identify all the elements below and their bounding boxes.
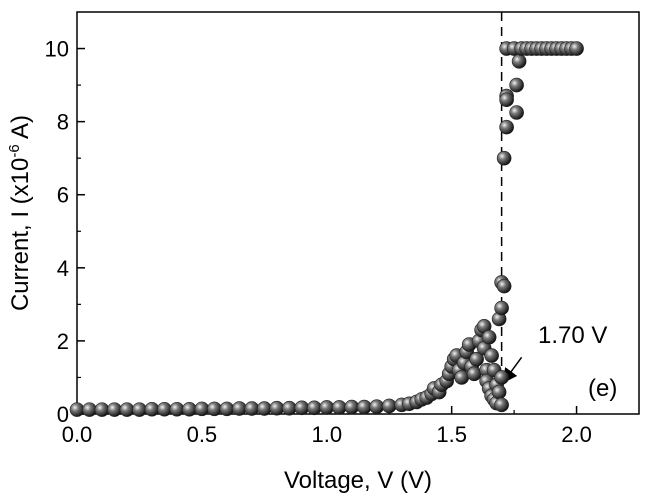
data-point	[454, 370, 469, 385]
data-point	[491, 384, 507, 400]
data-point	[69, 402, 85, 417]
data-point	[466, 366, 482, 382]
y-tick-label: 8	[57, 110, 69, 135]
y-tick-label: 10	[45, 37, 69, 62]
y-axis-title-exponent: -6	[6, 144, 23, 157]
data-point	[509, 105, 524, 120]
y-tick-label: 6	[57, 183, 69, 208]
threshold-layer	[500, 12, 523, 414]
data-point	[511, 54, 527, 69]
y-tick-label: 2	[57, 329, 69, 354]
data-point	[481, 329, 497, 345]
threshold-label: 1.70 V	[538, 322, 607, 349]
data-point	[509, 77, 524, 93]
data-point	[319, 400, 335, 415]
x-tick-label: 0.0	[62, 422, 93, 447]
panel-label: (e)	[588, 375, 617, 402]
data-point	[194, 401, 210, 417]
data-point	[484, 348, 499, 363]
data-point	[157, 401, 172, 417]
data-point	[169, 401, 185, 417]
y-axis-ticks: 0 2 4 6 8 10	[45, 37, 85, 427]
y-axis-title-unit: A)	[7, 115, 34, 144]
data-point	[496, 150, 512, 166]
data-point	[494, 300, 509, 316]
data-point	[207, 401, 222, 417]
data-point	[282, 400, 297, 416]
x-axis-title: Voltage, V (V)	[284, 467, 432, 494]
data-point	[469, 351, 484, 367]
data-point	[107, 402, 122, 417]
data-point	[232, 401, 247, 416]
data-point	[344, 399, 360, 415]
data-point	[94, 402, 110, 417]
data-point	[356, 399, 372, 415]
data-point	[269, 400, 285, 416]
data-point	[144, 401, 160, 417]
data-point	[499, 119, 514, 135]
data-point	[331, 400, 347, 415]
data-point	[306, 400, 322, 416]
y-axis-title-main: Current, I (x10	[7, 158, 34, 311]
data-point	[381, 398, 397, 414]
data-point	[82, 402, 97, 417]
x-tick-label: 1.5	[436, 422, 467, 447]
x-tick-label: 0.5	[187, 422, 218, 447]
data-point	[369, 399, 385, 414]
data-point	[294, 400, 310, 416]
data-point	[569, 41, 584, 56]
data-point	[494, 397, 509, 413]
x-tick-label: 2.0	[561, 422, 592, 447]
data-point	[219, 401, 235, 417]
data-point	[182, 401, 197, 417]
y-tick-label: 0	[57, 402, 69, 427]
data-points	[69, 41, 584, 417]
data-point	[257, 401, 272, 416]
x-tick-label: 1.0	[311, 422, 342, 447]
y-tick-label: 4	[57, 256, 69, 281]
y-axis-title: Current, I (x10-6 A)	[6, 115, 34, 311]
data-point	[132, 402, 147, 417]
data-point	[496, 278, 512, 294]
data-point	[499, 92, 514, 108]
plot-frame	[76, 11, 640, 415]
data-point	[119, 402, 135, 417]
data-point	[494, 370, 509, 385]
data-point	[244, 401, 260, 416]
